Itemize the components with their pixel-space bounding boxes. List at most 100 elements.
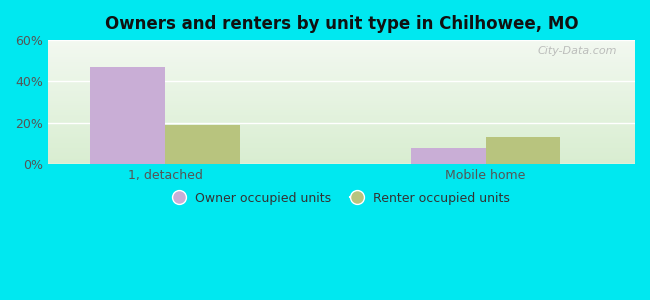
Bar bbox=[47, 52, 635, 54]
Bar bbox=[47, 95, 635, 96]
Bar bbox=[47, 77, 635, 79]
Bar bbox=[47, 115, 635, 116]
Bar bbox=[47, 124, 635, 126]
Bar bbox=[47, 65, 635, 66]
Bar bbox=[47, 152, 635, 153]
Bar bbox=[47, 143, 635, 144]
Bar bbox=[47, 40, 635, 41]
Bar bbox=[47, 60, 635, 61]
Bar bbox=[47, 119, 635, 121]
Bar bbox=[47, 102, 635, 104]
Bar bbox=[47, 71, 635, 72]
Title: Owners and renters by unit type in Chilhowee, MO: Owners and renters by unit type in Chilh… bbox=[105, 15, 578, 33]
Bar bbox=[47, 149, 635, 151]
Bar bbox=[47, 151, 635, 152]
Bar bbox=[47, 48, 635, 49]
Bar bbox=[47, 122, 635, 123]
Bar bbox=[47, 54, 635, 55]
Bar bbox=[47, 134, 635, 136]
Bar bbox=[47, 118, 635, 119]
Bar bbox=[47, 58, 635, 59]
Bar bbox=[486, 137, 560, 164]
Bar bbox=[47, 81, 635, 82]
Bar bbox=[47, 94, 635, 95]
Bar bbox=[47, 70, 635, 71]
Bar bbox=[47, 82, 635, 84]
Bar bbox=[47, 86, 635, 87]
Bar bbox=[47, 112, 635, 113]
Bar bbox=[47, 106, 635, 107]
Bar bbox=[47, 64, 635, 65]
Bar bbox=[47, 66, 635, 68]
Bar bbox=[47, 137, 635, 138]
Bar bbox=[47, 132, 635, 133]
Bar bbox=[47, 100, 635, 101]
Bar bbox=[165, 125, 240, 164]
Bar bbox=[47, 142, 635, 143]
Bar bbox=[47, 69, 635, 70]
Bar bbox=[47, 98, 635, 100]
Bar bbox=[47, 74, 635, 75]
Bar bbox=[47, 92, 635, 94]
Bar bbox=[47, 75, 635, 76]
Bar bbox=[47, 80, 635, 81]
Bar bbox=[47, 147, 635, 148]
Bar bbox=[47, 146, 635, 147]
Bar bbox=[47, 87, 635, 88]
Bar bbox=[47, 49, 635, 50]
Bar bbox=[47, 44, 635, 45]
Bar bbox=[47, 45, 635, 46]
Bar bbox=[47, 163, 635, 164]
Bar bbox=[47, 116, 635, 117]
Bar bbox=[47, 159, 635, 160]
Bar bbox=[90, 67, 165, 164]
Bar bbox=[47, 55, 635, 56]
Bar bbox=[47, 113, 635, 115]
Bar bbox=[47, 50, 635, 51]
Bar bbox=[47, 158, 635, 159]
Bar bbox=[47, 91, 635, 92]
Bar bbox=[47, 97, 635, 98]
Bar bbox=[47, 76, 635, 77]
Bar bbox=[47, 111, 635, 112]
Bar bbox=[47, 96, 635, 97]
Bar bbox=[47, 51, 635, 52]
Bar bbox=[47, 157, 635, 158]
Bar bbox=[411, 148, 486, 164]
Bar bbox=[47, 127, 635, 128]
Bar bbox=[47, 103, 635, 105]
Bar bbox=[47, 117, 635, 118]
Bar bbox=[47, 121, 635, 122]
Bar bbox=[47, 105, 635, 106]
Bar bbox=[47, 141, 635, 142]
Bar bbox=[47, 128, 635, 130]
Bar bbox=[47, 136, 635, 137]
Bar bbox=[47, 153, 635, 154]
Bar bbox=[47, 41, 635, 43]
Bar bbox=[47, 107, 635, 108]
Bar bbox=[47, 108, 635, 110]
Bar bbox=[47, 162, 635, 163]
Bar bbox=[47, 144, 635, 145]
Bar bbox=[47, 140, 635, 141]
Bar bbox=[47, 133, 635, 134]
Legend: Owner occupied units, Renter occupied units: Owner occupied units, Renter occupied un… bbox=[168, 187, 515, 210]
Bar bbox=[47, 61, 635, 62]
Bar bbox=[47, 59, 635, 60]
Text: City-Data.com: City-Data.com bbox=[538, 46, 617, 56]
Bar bbox=[47, 155, 635, 157]
Bar bbox=[47, 68, 635, 69]
Bar bbox=[47, 46, 635, 48]
Bar bbox=[47, 62, 635, 64]
Bar bbox=[47, 88, 635, 90]
Bar bbox=[47, 101, 635, 102]
Bar bbox=[47, 138, 635, 140]
Bar bbox=[47, 90, 635, 91]
Bar bbox=[47, 110, 635, 111]
Bar bbox=[47, 85, 635, 86]
Bar bbox=[47, 123, 635, 124]
Bar bbox=[47, 131, 635, 132]
Bar bbox=[47, 72, 635, 74]
Bar bbox=[47, 154, 635, 155]
Bar bbox=[47, 160, 635, 162]
